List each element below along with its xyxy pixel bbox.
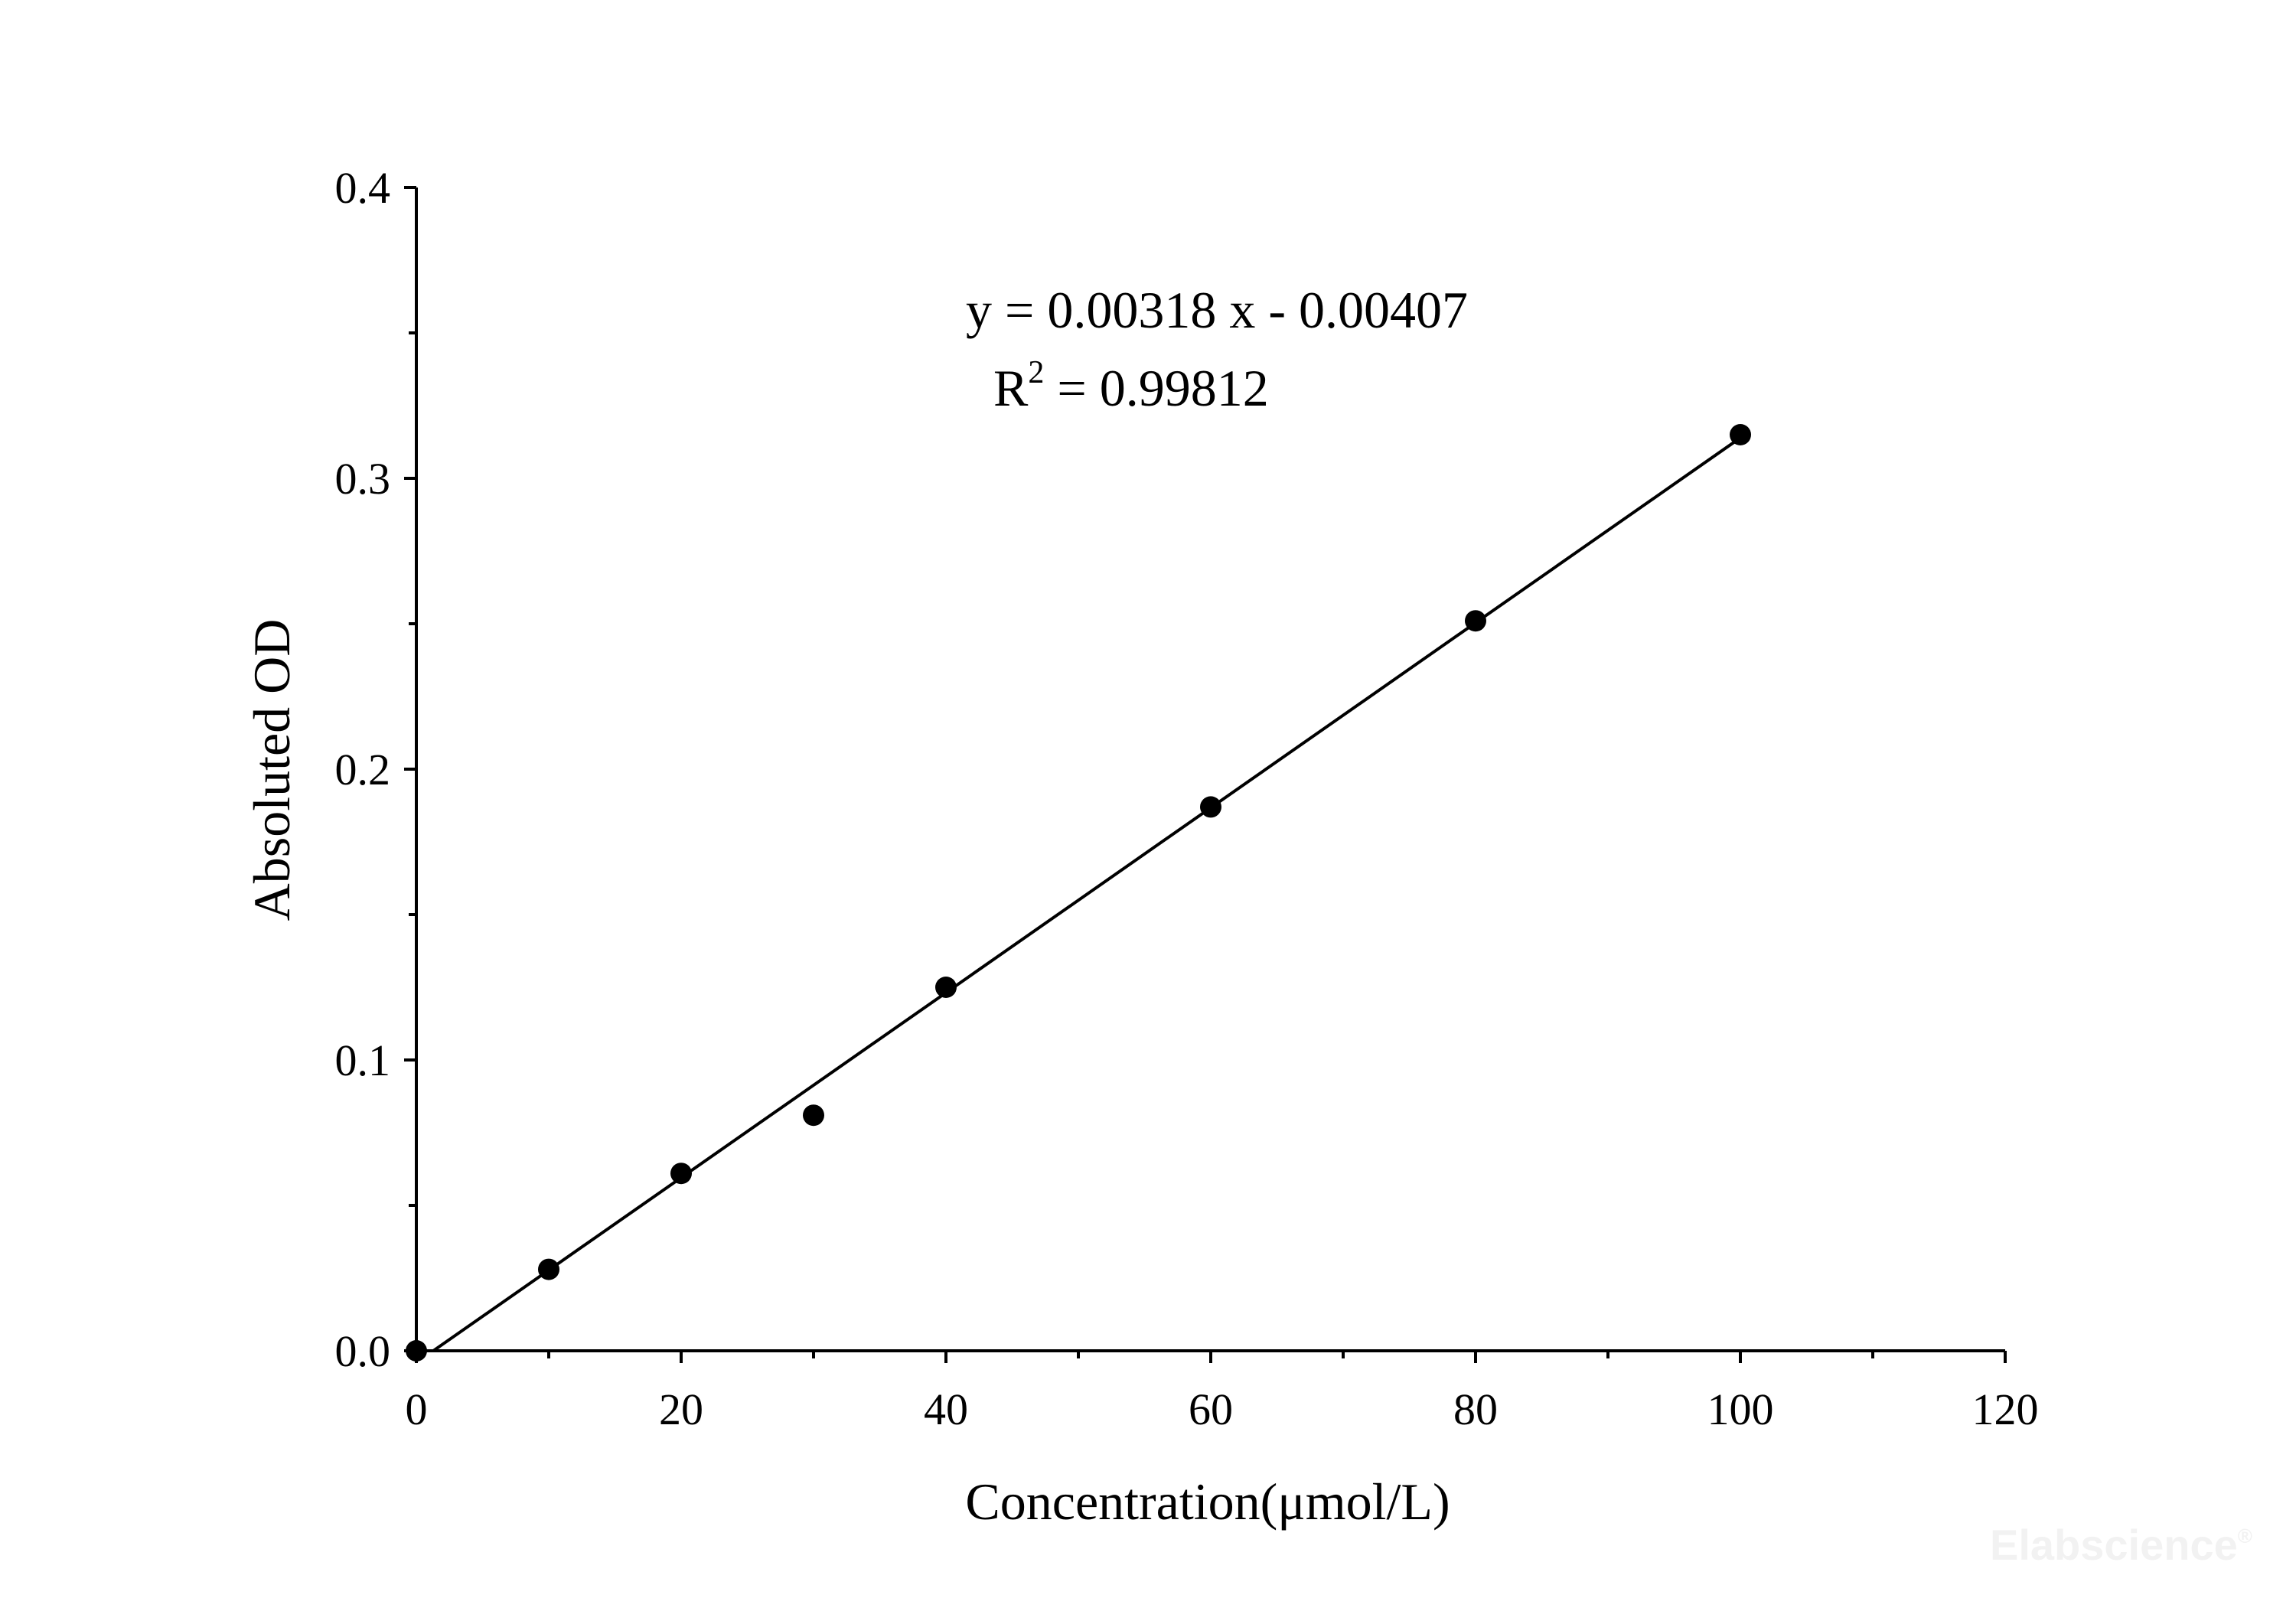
x-axis-title: Concentration(μmol/L) <box>965 1472 1450 1531</box>
r-squared-r: R <box>993 359 1029 417</box>
r-squared-value: = 0.99812 <box>1044 359 1268 417</box>
data-point <box>803 1104 824 1127</box>
y-axis-title: Absoluted OD <box>243 619 301 921</box>
data-point <box>538 1258 559 1280</box>
regression-line <box>432 436 1742 1352</box>
data-point <box>935 977 957 998</box>
y-tick-label: 0.0 <box>335 1326 391 1376</box>
r-squared-label: R2 = 0.99812 <box>993 355 1269 417</box>
x-tick-label: 0 <box>406 1384 428 1434</box>
regression-equation: y = 0.00318 x - 0.00407 <box>966 281 1468 339</box>
r-squared-superscript: 2 <box>1028 355 1044 390</box>
watermark-registered-mark: ® <box>2238 1525 2252 1547</box>
x-tick-label: 40 <box>924 1384 968 1434</box>
data-point <box>1730 424 1751 445</box>
y-ticks: 0.0 0.1 0.2 0.3 0.4 <box>335 163 416 1376</box>
y-tick-label: 0.4 <box>335 163 391 213</box>
data-points <box>406 424 1751 1362</box>
x-tick-label: 120 <box>1972 1384 2039 1434</box>
x-tick-label: 20 <box>659 1384 703 1434</box>
x-tick-label: 80 <box>1453 1384 1498 1434</box>
watermark-logo: Elabscience® <box>1990 1521 2252 1569</box>
axes: 0 20 40 60 80 100 120 0.0 0.1 0.2 0.3 0.4 <box>335 163 2039 1434</box>
y-tick-label: 0.1 <box>335 1035 391 1085</box>
data-point <box>1465 610 1486 632</box>
x-ticks: 0 20 40 60 80 100 120 <box>406 1351 2039 1434</box>
data-point <box>1200 796 1221 818</box>
data-point <box>670 1163 692 1185</box>
watermark-text: Elabscience <box>1990 1521 2238 1569</box>
y-tick-label: 0.3 <box>335 454 391 504</box>
y-tick-label: 0.2 <box>335 745 391 794</box>
data-point <box>406 1340 427 1362</box>
x-tick-label: 100 <box>1707 1384 1774 1434</box>
x-tick-label: 60 <box>1189 1384 1233 1434</box>
